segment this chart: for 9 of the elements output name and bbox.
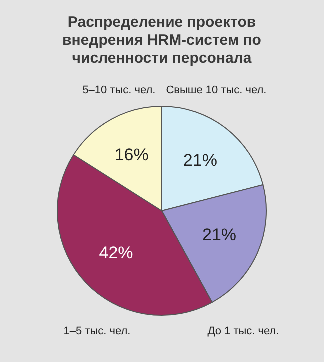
data-label: 21% — [183, 151, 218, 170]
chart-title: Распределение проектов внедрения HRM-систем по численности персонала — [62, 14, 262, 68]
slice-label: До 1 тыс. чел. — [208, 326, 280, 338]
data-label: 42% — [99, 244, 134, 263]
slice-label: 1–5 тыс. чел. — [64, 326, 131, 338]
slice-label: 5–10 тыс. чел. — [82, 84, 156, 97]
slice-label: Свыше 10 тыс. чел. — [166, 84, 267, 97]
data-label: 16% — [114, 146, 149, 165]
data-label: 21% — [202, 226, 237, 245]
